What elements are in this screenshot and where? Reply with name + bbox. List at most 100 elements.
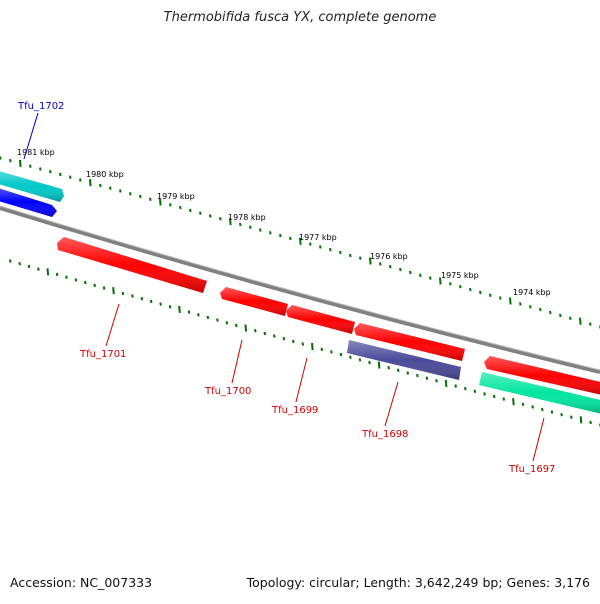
major-tick [377, 361, 381, 369]
minor-tick [339, 250, 342, 255]
major-tick [178, 305, 181, 313]
minor-tick [29, 164, 32, 168]
minor-tick [358, 358, 362, 362]
minor-tick [235, 323, 238, 328]
minor-tick [499, 296, 502, 300]
scale-label: 1975 kbp [441, 271, 479, 280]
major-tick [159, 198, 162, 206]
gene-label-Tfu_1699[interactable]: Tfu_1699 [271, 405, 318, 416]
minor-tick [550, 410, 554, 414]
minor-tick [339, 352, 343, 357]
scale-label: 1981 kbp [17, 148, 55, 157]
gene-Tfu_1698[interactable] [347, 340, 461, 380]
genome-summary-text: Topology: circular; Length: 3,642,249 bp… [246, 575, 590, 590]
gene-label-Tfu_1701[interactable]: Tfu_1701 [79, 349, 126, 360]
gene-label-Tfu_1700[interactable]: Tfu_1700 [204, 386, 251, 397]
minor-tick [292, 339, 295, 344]
scale-label: 1974 kbp [513, 288, 551, 297]
minor-tick [301, 342, 305, 346]
minor-tick [168, 305, 172, 309]
minor-tick [449, 282, 452, 286]
minor-tick [0, 156, 2, 160]
major-tick [444, 379, 448, 387]
gene-Tfu_1701[interactable] [57, 237, 207, 293]
minor-tick [27, 264, 31, 269]
minor-tick [459, 285, 462, 289]
gene-Tfu_1697-red[interactable] [484, 356, 600, 395]
leader-line [231, 339, 243, 384]
gene-label-Tfu_1702[interactable]: Tfu_1702 [17, 101, 64, 112]
minor-tick [329, 248, 332, 252]
minor-tick [406, 371, 410, 375]
minor-tick [464, 387, 467, 391]
minor-tick [189, 208, 192, 213]
minor-tick [396, 368, 400, 372]
minor-tick [109, 186, 112, 190]
minor-tick [469, 287, 472, 292]
minor-tick [389, 265, 392, 269]
gene-Tfu_1697[interactable] [479, 372, 600, 414]
minor-tick [489, 293, 492, 297]
minor-tick [197, 313, 200, 317]
leader-line [295, 357, 308, 403]
gene-Tfu_1698-red[interactable] [354, 323, 465, 361]
minor-tick [289, 236, 292, 241]
minor-tick [199, 211, 202, 215]
major-tick [579, 416, 583, 424]
minor-tick [273, 334, 276, 338]
minor-tick [320, 347, 324, 351]
minor-tick [419, 273, 422, 277]
inner-tick-row [9, 259, 600, 427]
minor-tick [529, 305, 532, 309]
leader-line [532, 417, 545, 462]
minor-tick [429, 276, 432, 280]
minor-tick [59, 172, 62, 177]
minor-tick [502, 397, 506, 401]
minor-tick [479, 290, 482, 295]
minor-tick [65, 275, 68, 279]
minor-tick [49, 170, 52, 174]
minor-tick [492, 394, 496, 399]
gene-Tfu_1700[interactable] [220, 287, 288, 316]
scale-label: 1980 kbp [86, 170, 124, 179]
minor-tick [379, 262, 382, 266]
minor-tick [560, 413, 563, 417]
gene-labels: Tfu_1702 Tfu_1701 Tfu_1700 Tfu_1699 Tfu_… [17, 101, 555, 475]
scale-label: 1978 kbp [228, 213, 266, 222]
minor-tick [74, 278, 78, 282]
minor-tick [282, 337, 286, 341]
minor-tick [589, 420, 592, 425]
minor-tick [129, 192, 132, 196]
scale-label: 1976 kbp [370, 252, 408, 261]
minor-tick [159, 302, 162, 306]
minor-tick [206, 315, 210, 320]
leader-line [384, 381, 399, 427]
gene-label-Tfu_1697[interactable]: Tfu_1697 [508, 464, 555, 475]
minor-tick [570, 415, 573, 419]
minor-tick [121, 291, 125, 296]
minor-tick [149, 197, 152, 201]
minor-tick [93, 283, 96, 287]
minor-tick [349, 355, 352, 359]
gene-Tfu_1699[interactable] [286, 305, 355, 334]
minor-tick [140, 297, 144, 301]
gene-Tfu_1702-blue[interactable] [0, 187, 57, 217]
minor-tick [225, 321, 229, 325]
minor-tick [259, 228, 262, 232]
minor-tick [179, 205, 182, 210]
major-tick [311, 343, 314, 351]
gene-label-Tfu_1698[interactable]: Tfu_1698 [361, 429, 408, 440]
minor-tick [219, 217, 222, 221]
minor-tick [249, 225, 252, 229]
minor-tick [416, 373, 419, 378]
minor-tick [519, 302, 522, 306]
minor-tick [309, 242, 312, 246]
minor-tick [279, 233, 282, 238]
minor-tick [84, 280, 87, 285]
major-tick [299, 237, 302, 245]
gene-Tfu_1702-cyan[interactable] [0, 170, 64, 202]
minor-tick [254, 329, 257, 333]
genome-backbone [0, 206, 600, 374]
